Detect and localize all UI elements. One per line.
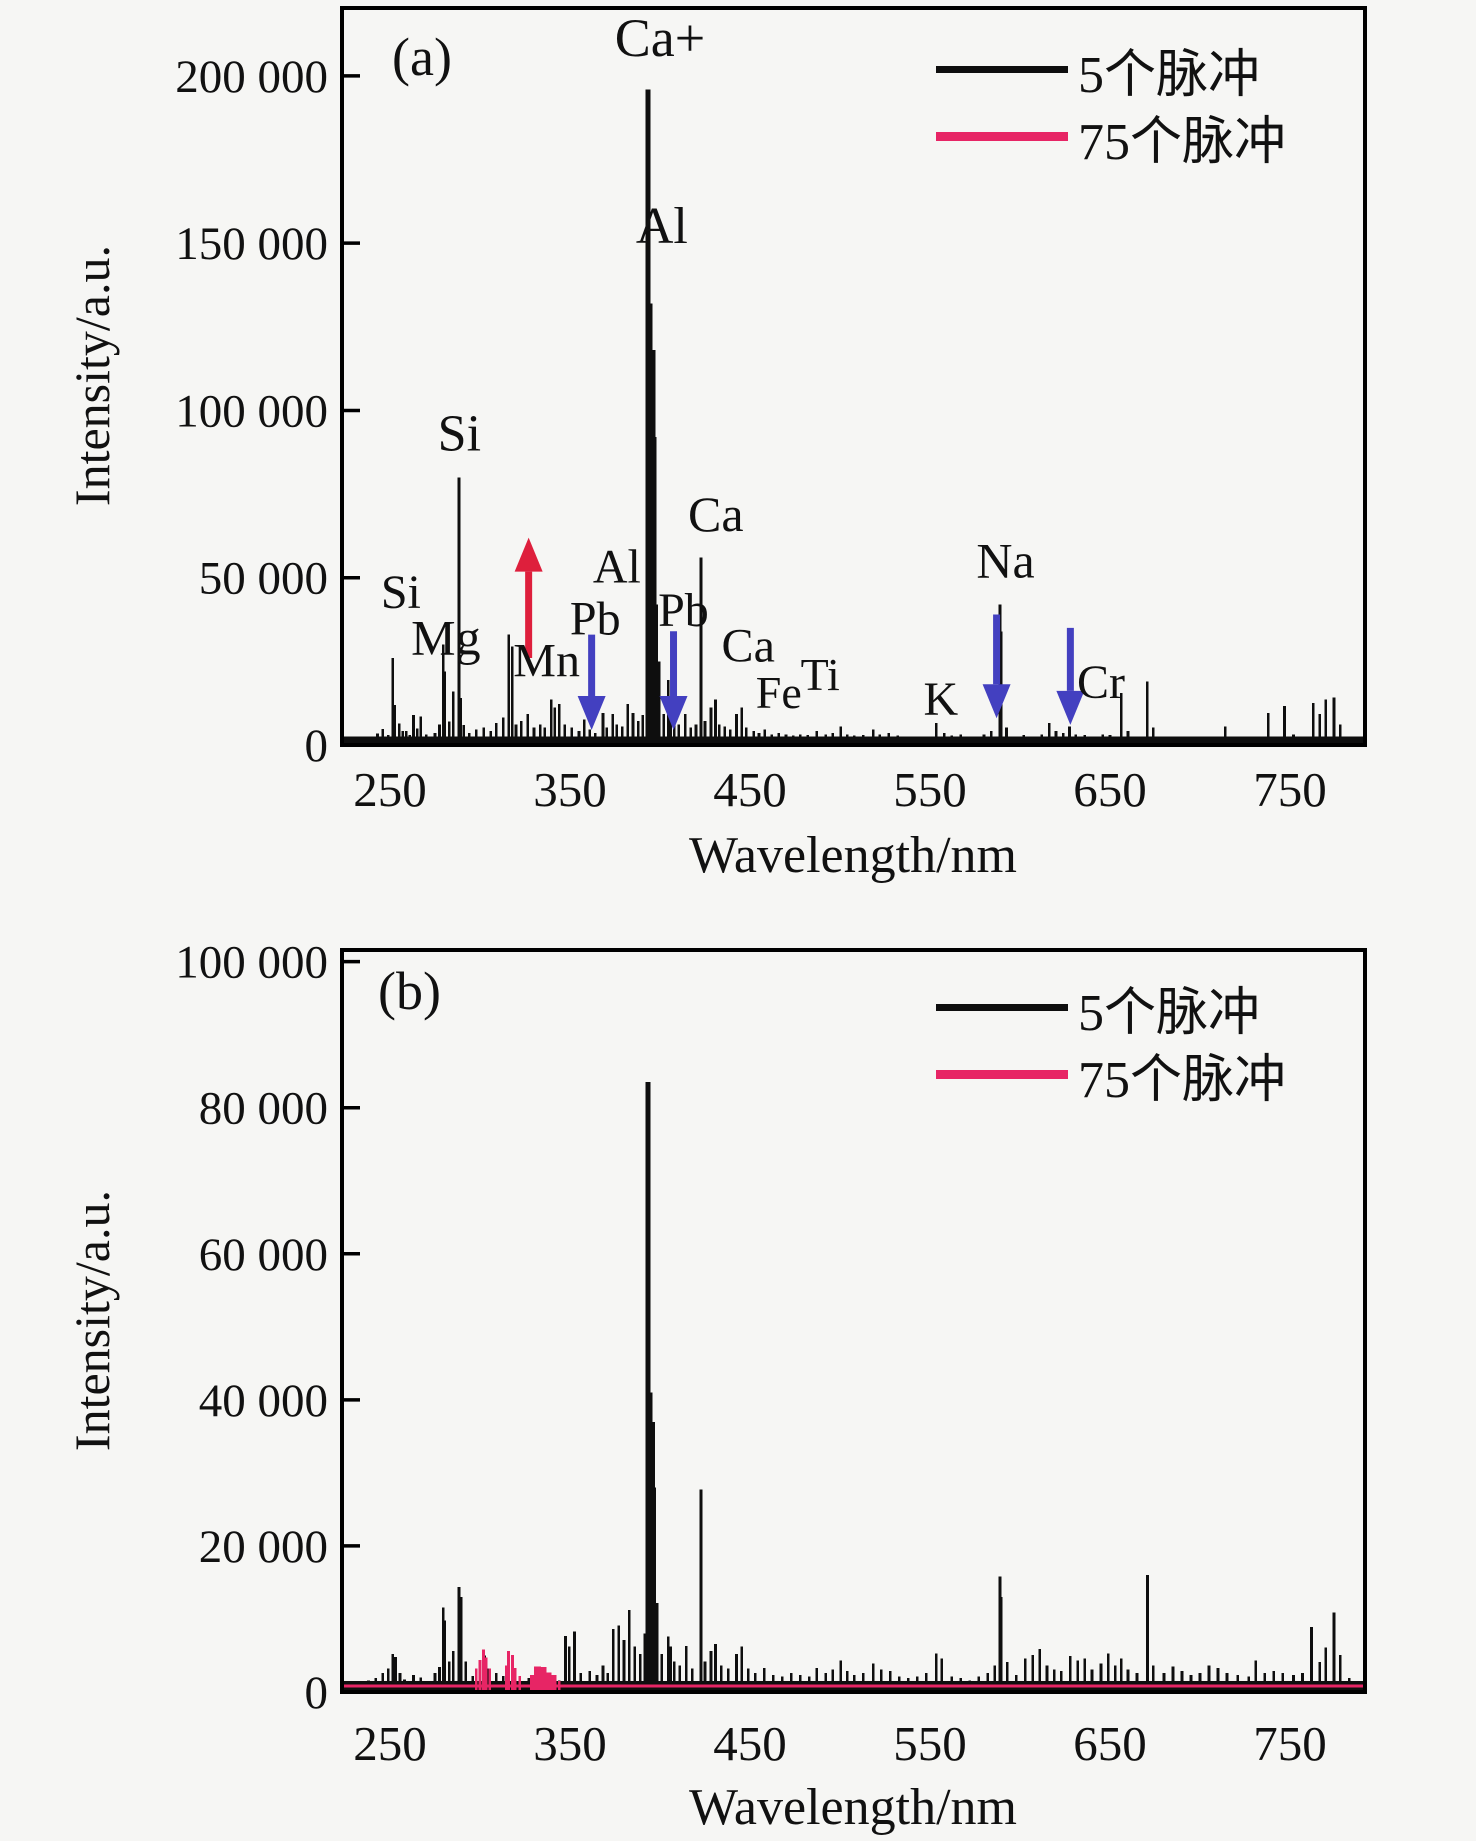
element-label-Si: Si (381, 566, 421, 619)
panel-b-x-axis-title: Wavelength/nm (689, 1779, 1017, 1836)
element-label-Mn: Mn (513, 634, 580, 687)
up-arrow-head (514, 537, 543, 572)
panel-b-tag: (b) (378, 961, 441, 1021)
element-label-Cr: Cr (1077, 656, 1125, 709)
legend-item: 75个脉冲 (936, 103, 1286, 171)
y-tick-label: 0 (305, 720, 329, 772)
element-label-Al: Al (593, 541, 641, 594)
panel-a-y-axis-title: Intensity/a.u. (64, 245, 120, 507)
down-arrow-head (1056, 690, 1085, 725)
panel-a-tag: (a) (392, 27, 452, 87)
panel-a-legend: 5个脉冲 75个脉冲 (936, 36, 1286, 171)
y-tick-label: 200 000 (175, 51, 328, 103)
plot-border (340, 6, 1367, 747)
x-tick-label: 450 (713, 1716, 787, 1771)
element-label-Si: Si (438, 406, 481, 463)
down-arrow-head (982, 684, 1011, 719)
x-tick-label: 450 (713, 762, 787, 817)
y-tick-label: 100 000 (175, 385, 328, 437)
panel-b-y-axis-title: Intensity/a.u. (64, 1190, 120, 1452)
y-tick-label: 20 000 (199, 1521, 328, 1573)
legend-item: 5个脉冲 (936, 974, 1286, 1042)
panel-a-x-axis-title: Wavelength/nm (689, 827, 1017, 884)
element-label-Fe: Fe (756, 667, 802, 718)
series-black (342, 1082, 1365, 1692)
x-tick-label: 650 (1073, 762, 1147, 817)
element-label-Ca+: Ca+ (615, 8, 705, 68)
panel-b-legend: 5个脉冲 75个脉冲 (936, 974, 1286, 1109)
spectrum-panel-b: 0 20 000 40 000 60 000 80 000 100 000 250 350 45… (175, 937, 1367, 1771)
legend-label: 75个脉冲 (1078, 114, 1287, 171)
x-tick-label: 250 (353, 762, 427, 817)
legend-item: 75个脉冲 (936, 1041, 1286, 1109)
element-label-Na: Na (976, 533, 1034, 589)
legend-line-black (936, 1004, 1068, 1011)
down-arrow-head (659, 695, 688, 730)
x-tick-label: 350 (533, 762, 607, 817)
x-tick-label: 650 (1073, 1716, 1147, 1771)
x-tick-label: 750 (1253, 1716, 1327, 1771)
x-tick-label: 550 (893, 762, 967, 817)
element-label-Pb: Pb (658, 584, 709, 637)
legend-item: 5个脉冲 (936, 36, 1286, 104)
down-arrow-head (577, 695, 606, 730)
element-label-Ca: Ca (722, 619, 775, 672)
legend-label: 75个脉冲 (1078, 1052, 1287, 1109)
panel-a-ylabel-wrap: Intensity/a.u. (64, 116, 120, 636)
plot-border (340, 948, 1367, 1694)
y-tick-label: 50 000 (199, 553, 328, 605)
y-tick-label: 80 000 (199, 1083, 328, 1135)
series-pink (342, 1649, 1365, 1692)
y-tick-label: 100 000 (175, 937, 328, 989)
spectrum-panel-a: 0 50 000 100 000 150 000 200 000 250 350 450 550… (175, 6, 1367, 817)
panel-b-ylabel-wrap: Intensity/a.u. (64, 1061, 120, 1581)
x-tick-label: 350 (533, 1716, 607, 1771)
y-tick-label: 60 000 (199, 1229, 328, 1281)
legend-line-pink (936, 1070, 1068, 1079)
y-tick-label: 40 000 (199, 1375, 328, 1427)
y-tick-label: 0 (305, 1667, 329, 1719)
element-label-K: K (923, 673, 958, 726)
element-label-Al: Al (636, 198, 688, 255)
legend-label: 5个脉冲 (1078, 47, 1261, 104)
element-label-Ti: Ti (801, 649, 840, 700)
x-tick-label: 250 (353, 1716, 427, 1771)
element-label-Ca: Ca (688, 486, 744, 542)
x-tick-label: 750 (1253, 762, 1327, 817)
legend-line-pink (936, 132, 1068, 141)
legend-line-black (936, 66, 1068, 73)
legend-label: 5个脉冲 (1078, 985, 1261, 1042)
element-label-Mg: Mg (411, 610, 480, 666)
y-tick-label: 150 000 (175, 218, 328, 270)
x-tick-label: 550 (893, 1716, 967, 1771)
element-label-Pb: Pb (570, 593, 621, 646)
series-black (342, 89, 1365, 745)
